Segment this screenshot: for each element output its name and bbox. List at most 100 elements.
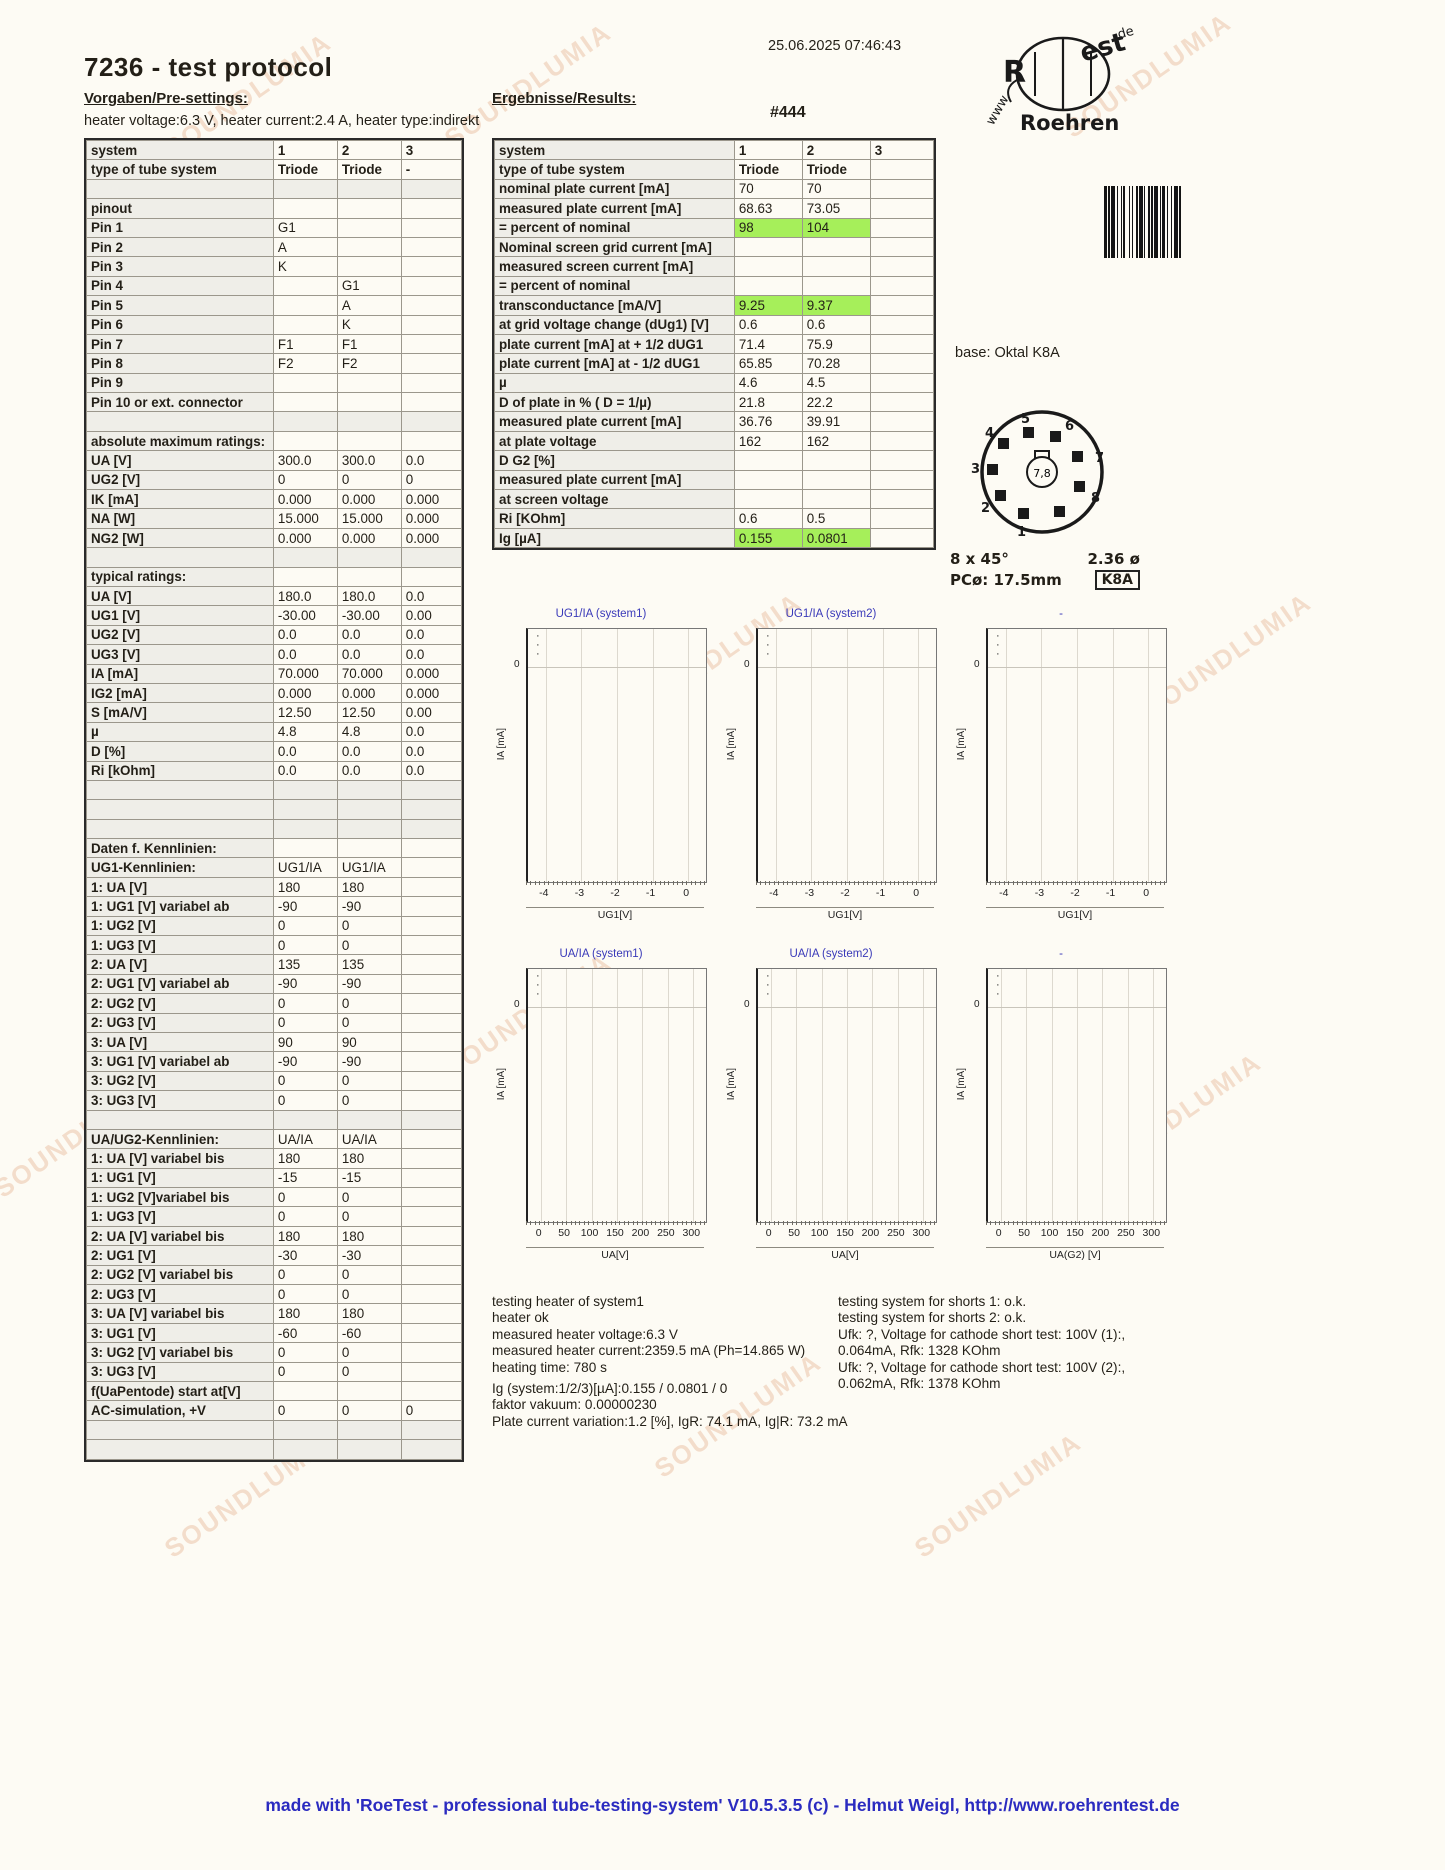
x-tick: 0 <box>535 1227 542 1239</box>
row-value <box>272 178 338 200</box>
row-value <box>400 1419 463 1441</box>
row-value: K <box>336 314 402 335</box>
svg-text:R: R <box>1003 55 1026 90</box>
x-tick: -1 <box>875 887 886 899</box>
table-row <box>86 1419 463 1441</box>
row-value: 180.0 <box>272 585 338 607</box>
y-axis-label: IA [mA] <box>956 1068 967 1101</box>
chart-title: UA/IA (system1) <box>559 948 643 960</box>
barcode-bar <box>1171 186 1172 258</box>
row-label: IA [mA] <box>86 663 274 684</box>
row-label: IK [mA] <box>86 489 274 510</box>
chart-title: UG1/IA (system2) <box>785 608 877 620</box>
table-row: 2: UG1 [V] variabel ab -90 -90 <box>86 973 463 995</box>
row-value: 0 <box>272 469 338 491</box>
row-value <box>733 469 803 491</box>
row-value <box>733 275 803 297</box>
row-value: 0.0 <box>336 760 402 781</box>
row-value: 0.000 <box>400 508 463 529</box>
row-value <box>400 1322 463 1344</box>
table-row: = percent of nominal 98 104 <box>494 217 935 238</box>
x-tick: 0 <box>1143 887 1150 899</box>
legend-dots: · · · <box>996 970 1000 1000</box>
row-label: 3: UG3 [V] <box>86 1090 274 1111</box>
row-value: 0.0 <box>400 585 463 607</box>
svg-text:7: 7 <box>1095 451 1104 466</box>
svg-text:6: 6 <box>1065 419 1074 434</box>
row-value <box>869 295 935 316</box>
row-value: 3 <box>400 139 463 161</box>
row-label: 2: UG2 [V] <box>86 993 274 1014</box>
svg-text:Roehren: Roehren <box>1020 111 1119 135</box>
row-label: 1: UG2 [V] <box>86 915 274 937</box>
row-value <box>336 1380 402 1402</box>
row-value: 180 <box>272 1303 338 1324</box>
barcode-bar <box>1181 186 1182 258</box>
barcode-bar <box>1160 186 1161 258</box>
table-row: NG2 [W] 0.000 0.000 0.000 <box>86 527 463 549</box>
socket-dimensions: 8 x 45° 2.36 ø PCø: 17.5mm K8A <box>950 550 1140 590</box>
x-tick: -1 <box>645 887 656 899</box>
row-value <box>400 333 463 355</box>
x-tickmarks <box>756 1221 935 1225</box>
table-row: at plate voltage 162 162 <box>494 430 935 452</box>
shorts-test-log: testing system for shorts 1: o.k. testin… <box>838 1294 1126 1392</box>
legend-dots: · · · <box>536 630 540 660</box>
plot-area <box>526 968 707 1223</box>
x-tick: 300 <box>912 1227 931 1239</box>
table-row: Daten f. Kennlinien: <box>86 838 463 859</box>
row-label: 2: UG1 [V] <box>86 1245 274 1266</box>
barcode-bar <box>1121 186 1122 258</box>
x-axis-label: UA[V] <box>831 1249 859 1261</box>
row-value <box>400 1380 463 1402</box>
plot-area <box>986 628 1167 883</box>
y-tick-zero: 0 <box>514 659 520 670</box>
table-row: Pin 7 F1 F1 <box>86 333 463 355</box>
x-tickmarks <box>526 881 705 885</box>
gridline <box>796 969 798 1222</box>
table-row: pinout <box>86 198 463 219</box>
row-value <box>869 527 935 549</box>
row-value: 3 <box>869 139 935 161</box>
row-value: K <box>272 256 338 277</box>
table-row: plate current [mA] at + 1/2 dUG1 71.4 75.9 <box>494 333 935 355</box>
watermark: SOUNDLUMIA <box>908 1426 1087 1564</box>
row-value: -30.00 <box>336 605 402 626</box>
gridline <box>1041 629 1043 882</box>
row-value: 0 <box>272 1070 338 1092</box>
row-label: 2: UG3 [V] <box>86 1012 274 1033</box>
svg-text:2: 2 <box>981 501 990 516</box>
table-row: = percent of nominal <box>494 275 935 297</box>
table-row: 1: UG2 [V] 0 0 <box>86 915 463 937</box>
x-axis-label: UG1[V] <box>1057 909 1093 921</box>
row-value <box>400 1070 463 1092</box>
table-row <box>86 547 463 568</box>
row-value: 135 <box>272 954 338 975</box>
row-value: -60 <box>336 1322 402 1344</box>
serial-number: #444 <box>770 104 806 121</box>
row-value <box>400 779 463 801</box>
row-value <box>272 1109 338 1130</box>
table-row <box>86 818 463 840</box>
x-axis-line <box>986 1247 1164 1248</box>
row-value: 0.0 <box>400 450 463 471</box>
table-row: Ri [kOhm] 0.0 0.0 0.0 <box>86 760 463 781</box>
row-value: 0.000 <box>272 527 338 549</box>
table-row: type of tube system Triode Triode <box>494 159 935 180</box>
gridline <box>897 969 899 1222</box>
row-value: -90 <box>272 1051 338 1072</box>
row-value: 180 <box>336 1225 402 1247</box>
row-value: 0 <box>272 993 338 1014</box>
x-tick: 100 <box>580 1227 599 1239</box>
row-value <box>336 799 402 820</box>
row-value: 15.000 <box>272 508 338 529</box>
x-tick: -4 <box>539 887 549 899</box>
table-row: system 1 2 3 <box>494 139 935 161</box>
barcode-bar <box>1162 186 1165 258</box>
row-value <box>272 372 338 394</box>
table-row: Pin 5 A <box>86 295 463 316</box>
row-value <box>869 333 935 355</box>
row-label <box>86 411 274 432</box>
row-value <box>272 314 338 335</box>
row-value: - <box>400 159 463 180</box>
